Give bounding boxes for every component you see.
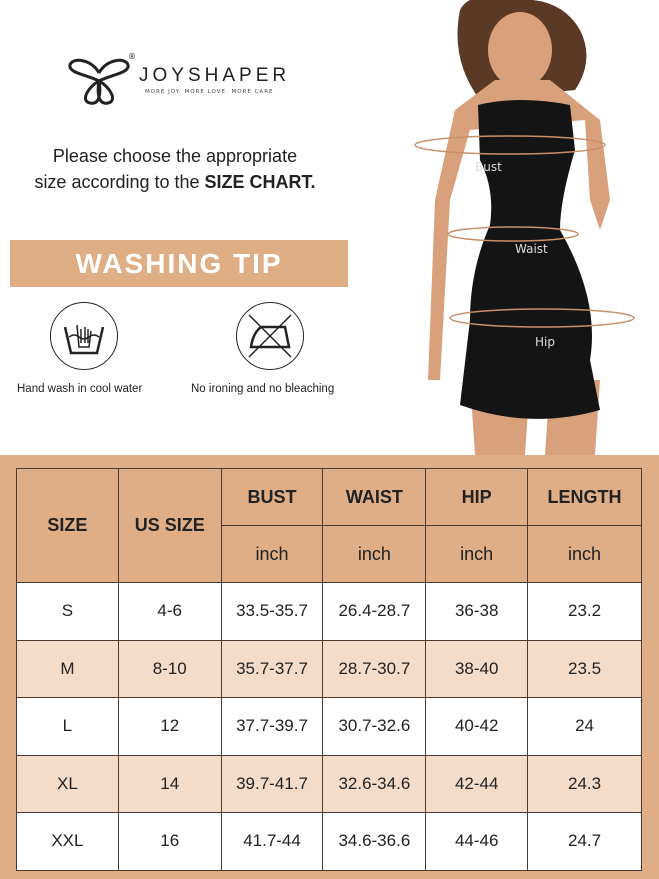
cell-hip: 38-40 (425, 639, 529, 698)
hip-label: Hip (535, 335, 555, 349)
cell-length: 23.2 (527, 582, 642, 641)
cell-us-size: 12 (117, 697, 222, 756)
table-row: L 12 37.7-39.7 30.7-32.6 40-42 24 (16, 697, 642, 756)
unit-length: inch (527, 525, 642, 583)
cell-waist: 30.7-32.6 (322, 697, 427, 756)
table-row: S 4-6 33.5-35.7 26.4-28.7 36-38 23.2 (16, 582, 642, 641)
cell-size: S (16, 582, 119, 641)
header-us-size: US SIZE (117, 468, 222, 583)
brand-name: JOYSHAPER (139, 65, 291, 86)
cell-length: 24.3 (527, 754, 642, 813)
cell-length: 23.5 (527, 639, 642, 698)
registered-mark: ® (128, 52, 136, 61)
waist-label: Waist (515, 242, 548, 256)
hand-wash-icon (50, 302, 118, 370)
cell-us-size: 8-10 (117, 639, 222, 698)
cell-waist: 32.6-34.6 (322, 754, 427, 813)
cell-waist: 34.6-36.6 (322, 812, 427, 871)
cell-us-size: 14 (117, 754, 222, 813)
cell-size: XXL (16, 812, 119, 871)
cell-hip: 44-46 (425, 812, 529, 871)
joyshaper-logo-icon (68, 58, 130, 105)
unit-waist: inch (322, 525, 427, 583)
intro-line-1: Please choose the appropriate (52, 146, 298, 166)
unit-bust: inch (220, 525, 324, 583)
table-row: XL 14 39.7-41.7 32.6-34.6 42-44 24.3 (16, 754, 642, 813)
no-ironing-label: No ironing and no bleaching (191, 383, 335, 395)
header-size: SIZE (16, 468, 119, 583)
header-hip: HIP (425, 468, 529, 526)
cell-hip: 42-44 (425, 754, 529, 813)
brand-tagline: MORE JOY. MORE LOVE. MORE CARE (145, 89, 274, 95)
cell-us-size: 4-6 (117, 582, 222, 641)
unit-row: inch inch inch inch (17, 525, 642, 583)
washing-tip-banner: WASHING TIP (10, 240, 348, 287)
bust-label: Bust (475, 160, 502, 174)
cell-size: XL (16, 754, 119, 813)
model-image (414, 0, 635, 455)
unit-hip: inch (425, 525, 529, 583)
cell-waist: 28.7-30.7 (322, 639, 427, 698)
hand-wash-label: Hand wash in cool water (17, 383, 143, 395)
no-ironing-icon (236, 302, 304, 370)
intro-prefix: size according to the (34, 172, 205, 192)
cell-waist: 26.4-28.7 (322, 582, 427, 641)
cell-length: 24 (527, 697, 642, 756)
cell-bust: 39.7-41.7 (220, 754, 324, 813)
table-row: M 8-10 35.7-37.7 28.7-30.7 38-40 23.5 (16, 639, 642, 698)
cell-size: L (16, 697, 119, 756)
cell-length: 24.7 (527, 812, 642, 871)
cell-size: M (16, 639, 119, 698)
size-chart-table: SIZE US SIZE BUST WAIST HIP LENGTH inch … (16, 468, 642, 871)
cell-bust: 37.7-39.7 (220, 697, 324, 756)
intro-bold: SIZE CHART. (204, 172, 316, 192)
cell-bust: 33.5-35.7 (220, 582, 324, 641)
intro-line-2: size according to the SIZE CHART. (0, 169, 350, 195)
intro-text: Please choose the appropriate size accor… (0, 143, 350, 195)
cell-hip: 40-42 (425, 697, 529, 756)
cell-us-size: 16 (117, 812, 222, 871)
cell-bust: 41.7-44 (220, 812, 324, 871)
table-row: XXL 16 41.7-44 34.6-36.6 44-46 24.7 (16, 812, 642, 871)
cell-hip: 36-38 (425, 582, 529, 641)
cell-bust: 35.7-37.7 (220, 639, 324, 698)
header-row: SIZE US SIZE BUST WAIST HIP LENGTH (16, 468, 642, 583)
header-bust: BUST (220, 468, 324, 526)
header-waist: WAIST (322, 468, 427, 526)
header-length: LENGTH (527, 468, 642, 526)
